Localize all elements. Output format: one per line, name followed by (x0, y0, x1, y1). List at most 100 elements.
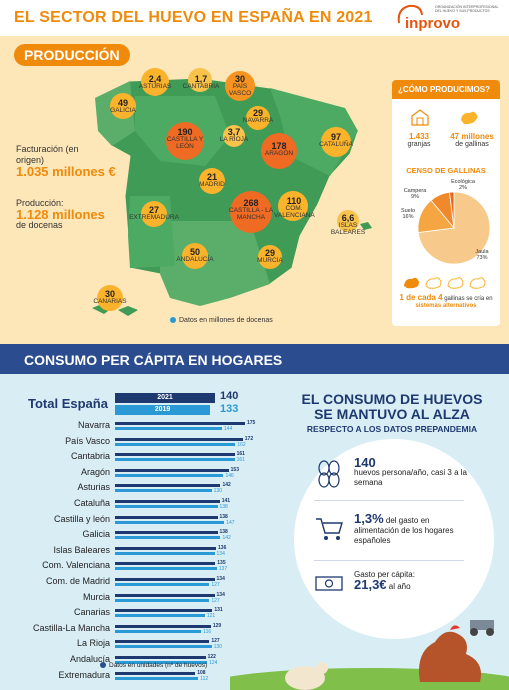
bar-value-2019: 130 (213, 644, 222, 651)
consumo-headline: EL CONSUMO DE HUEVOS SE MANTUVO AL ALZA … (282, 392, 502, 435)
farm-illustration (230, 620, 509, 690)
produccion-unit: de docenas (16, 220, 63, 230)
bar-label: Navarra (77, 420, 110, 430)
consumo-section: CONSUMO PER CÁPITA EN HOGARES Total Espa… (0, 344, 509, 690)
como-producimos-card: ¿CÓMO PRODUCIMOS? 1.433 granjas 47 millon… (392, 80, 500, 326)
bar-value-2021: 127 (211, 638, 220, 645)
bar-2021 (115, 468, 229, 472)
region-navarra: 29 NAVARRA (242, 108, 274, 125)
bar-2021 (115, 515, 218, 519)
bubble-la-rioja (223, 125, 245, 147)
region-aragon: 178 ARAGÓN (264, 141, 294, 158)
bar-2021 (115, 624, 211, 628)
bar-value-2021: 141 (221, 498, 231, 504)
bar-2019 (115, 536, 221, 540)
headline-line-2: SE MANTUVO AL ALZA (314, 406, 470, 422)
bubble-asturias (141, 68, 169, 96)
facturacion-value: 1.035 millones € (16, 164, 116, 179)
bar-value-2021: 135 (217, 560, 226, 567)
bar-value-2021: 136 (218, 544, 227, 551)
bar-value-2019: 121 (206, 613, 216, 620)
bar-label: País Vasco (65, 435, 110, 446)
bar-label: Islas Baleares (53, 544, 110, 555)
region-castilla-leon: 190 CASTILLA Y LEÓN (166, 127, 204, 151)
produccion-kpi: Producción: 1.128 millones de docenas (16, 198, 105, 231)
bubble-cantabria (188, 68, 212, 92)
bar-label: Castilla-La Mancha (32, 622, 110, 633)
inprovo-logo: inprovo ORGANIZACIÓN INTERPROFESIONAL DE… (395, 3, 505, 33)
consumo-legend-note: Datos en unidades (nº de huevos) (100, 662, 207, 669)
bar-value-2021: 172 (244, 435, 254, 442)
bar-2021 (115, 500, 220, 503)
pie-label-suelo: Suelo 16% (400, 208, 416, 220)
bar-value-2019: 134 (216, 550, 225, 557)
bar-value-2019: 127 (211, 582, 220, 588)
bar-2019 (115, 551, 215, 555)
hen-icon (461, 111, 478, 125)
bar-label: Cataluña (73, 498, 110, 508)
stat-eggs-per-person: 140 huevos persona/año, casi 3 a la sema… (354, 455, 467, 487)
bar-2021 (115, 609, 213, 613)
page-title: EL SECTOR DEL HUEVO EN ESPAÑA EN 2021 (14, 9, 373, 26)
bar-value-2019: 130 (213, 488, 222, 495)
bar-label: Com. Valenciana (42, 560, 110, 571)
bar-2021 (115, 640, 210, 644)
bubble-pais-vasco (225, 71, 255, 101)
bar-2019 (115, 661, 208, 664)
bar-2019 (115, 614, 205, 618)
map-note: Datos en millones de docenas (170, 317, 273, 324)
bubble-baleares (337, 210, 359, 232)
hens-row-icon (404, 277, 486, 289)
bubble-canarias (97, 285, 123, 311)
bar-2019 (115, 583, 210, 586)
bar-value-2019: 138 (219, 504, 228, 510)
region-cataluna: 97 CATALUÑA (319, 132, 353, 149)
bar-value-2019: 127 (211, 597, 220, 604)
bar-value-2019: 147 (226, 519, 235, 526)
bar-value-2021: 138 (219, 529, 228, 536)
money-icon (315, 576, 343, 591)
bar-value-2019: 162 (237, 441, 246, 448)
region-com-valenciana: 110 COM. VALENCIANA (274, 196, 315, 220)
bar-2019 (115, 567, 217, 571)
region-madrid: 21 MADRID (199, 172, 225, 189)
census-pie-chart (417, 191, 491, 265)
bubble-murcia (258, 245, 282, 269)
shopping-cart-icon (316, 518, 343, 540)
bar-2021 (115, 422, 245, 425)
bar-2019 (115, 427, 222, 430)
bar-2019 (115, 458, 235, 462)
headline-line-3: RESPECTO A LOS DATOS PREPANDEMIA (306, 424, 478, 434)
pie-label-campera: Campera 9% (403, 188, 427, 200)
spain-map (92, 68, 372, 316)
bar-value-2019: 144 (223, 426, 233, 432)
gallinas-stat: 47 millones de gallinas (450, 132, 494, 148)
bar-label: Com. de Madrid (45, 576, 110, 586)
eggs-icon (318, 460, 340, 488)
bar-value-2021: 131 (214, 607, 223, 614)
production-tag: PRODUCCIÓN (14, 44, 130, 66)
bar-2021 (115, 656, 206, 659)
bar-2019 (115, 629, 202, 633)
region-baleares: 6,6 ISLAS BALEARES (330, 213, 366, 237)
stat-gasto-per-capita: Gasto per cápita: 21,3€ al año (354, 570, 415, 592)
separator (314, 500, 464, 501)
region-murcia: 29 MURCIA (257, 248, 283, 265)
facturacion-label: Facturación (en origen) (16, 144, 79, 165)
farm-icon (411, 109, 429, 126)
pie-label-ecologica: Ecológica 2% (451, 179, 475, 191)
logo-org: ORGANIZACIÓN INTERPROFESIONAL DEL HUEVO … (435, 5, 499, 13)
bar-2019 (115, 489, 212, 493)
alt-systems-text: 1 de cada 4 gallinas se cría en sistemas… (399, 293, 493, 310)
bar-2019 (115, 473, 224, 477)
bar-value-2019: 124 (209, 660, 218, 666)
bar-2021 (115, 671, 196, 675)
region-extremadura: 27 EXTREMADURA (129, 205, 179, 222)
bar-value-2021: 175 (247, 420, 256, 426)
bar-2019 (115, 645, 212, 649)
bar-2019 (115, 676, 199, 680)
bar-label: Murcia (82, 591, 110, 602)
pie-slice-ecológica (449, 191, 455, 229)
bar-2021 (115, 546, 217, 550)
bar-value-2021: 153 (230, 466, 239, 473)
